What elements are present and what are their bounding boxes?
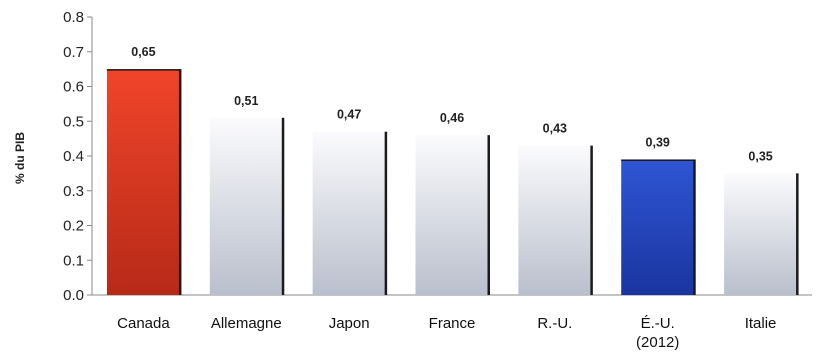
value-label: 0,65	[131, 45, 155, 59]
bar-edge	[693, 159, 696, 295]
bar-edge	[281, 117, 285, 296]
bar-5	[518, 145, 592, 295]
y-tick-label: 0.6	[63, 79, 84, 96]
x-tick-label: France	[429, 315, 476, 332]
y-tick-label: 0.0	[63, 287, 84, 304]
x-tick-label: R.-U.	[537, 315, 572, 332]
x-tick-label: Italie	[745, 315, 777, 332]
bar-edge	[178, 69, 182, 295]
value-label: 0,47	[337, 108, 361, 122]
x-tick-label: Canada	[117, 315, 170, 332]
y-tick-label: 0.2	[63, 218, 84, 235]
x-tick-label: Allemagne	[211, 315, 282, 332]
y-tick-label: 0.8	[63, 9, 84, 26]
value-label: 0,35	[748, 149, 772, 163]
y-tick-label: 0.5	[63, 113, 84, 130]
bar-top-edge	[621, 159, 695, 161]
value-label: 0,39	[646, 135, 670, 149]
y-tick-label: 0.4	[63, 148, 84, 165]
bar-6	[621, 159, 695, 295]
bar-edge	[384, 131, 388, 295]
value-label: 0,46	[440, 111, 464, 125]
bar-1	[106, 69, 180, 295]
bar-7	[724, 173, 798, 295]
y-tick-label: 0.3	[63, 183, 84, 200]
bar-edge	[796, 173, 799, 295]
y-tick-label: 0.1	[63, 252, 84, 269]
bar-edge	[590, 145, 593, 295]
value-label: 0,43	[543, 122, 567, 136]
bar-top-edge	[106, 69, 180, 71]
bar-4	[415, 135, 489, 295]
y-tick-label: 0.7	[63, 44, 84, 61]
bar-edge	[487, 135, 490, 295]
x-tick-label: Japon	[329, 315, 370, 332]
x-tick-label: É.-U.	[641, 315, 675, 332]
x-tick-sublabel: (2012)	[636, 334, 679, 351]
bar-3	[312, 131, 386, 295]
value-label: 0,51	[234, 94, 258, 108]
y-axis-label: % du PIB	[13, 132, 27, 184]
bar-2	[209, 117, 283, 296]
